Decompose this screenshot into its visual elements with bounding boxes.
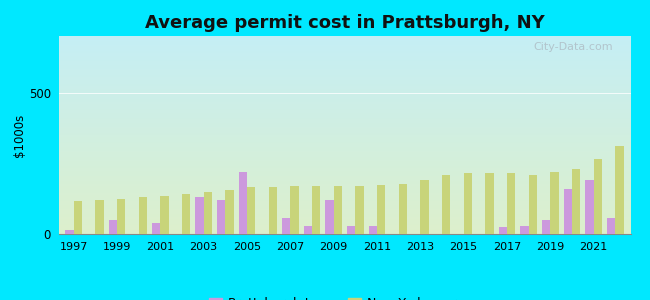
Y-axis label: $1000s: $1000s (13, 113, 26, 157)
Legend: Prattsburgh town, New York average: Prattsburgh town, New York average (204, 292, 485, 300)
Bar (268, 187, 277, 234)
Bar (398, 184, 407, 234)
Bar (96, 200, 103, 234)
Bar (586, 180, 593, 234)
Bar (73, 202, 82, 234)
Text: City-Data.com: City-Data.com (534, 42, 614, 52)
Bar (109, 220, 117, 234)
Bar (542, 220, 551, 234)
Bar (196, 197, 203, 234)
Bar (312, 187, 320, 234)
Bar (247, 187, 255, 234)
Bar (377, 184, 385, 234)
Bar (217, 200, 226, 234)
Bar (564, 189, 572, 234)
Bar (239, 172, 247, 234)
Bar (521, 226, 528, 234)
Bar (442, 175, 450, 234)
Bar (152, 223, 161, 234)
Bar (282, 218, 291, 234)
Bar (499, 227, 507, 234)
Bar (66, 230, 73, 234)
Bar (326, 200, 333, 234)
Bar (356, 187, 363, 234)
Bar (333, 187, 342, 234)
Bar (291, 187, 298, 234)
Bar (572, 169, 580, 234)
Bar (203, 192, 212, 234)
Bar (463, 173, 472, 234)
Title: Average permit cost in Prattsburgh, NY: Average permit cost in Prattsburgh, NY (144, 14, 545, 32)
Bar (226, 190, 233, 234)
Bar (117, 199, 125, 234)
Bar (369, 226, 377, 234)
Bar (161, 196, 168, 234)
Bar (421, 180, 428, 234)
Bar (138, 197, 147, 234)
Bar (486, 173, 493, 234)
Bar (593, 159, 602, 234)
Bar (528, 175, 537, 234)
Bar (616, 146, 623, 234)
Bar (182, 194, 190, 234)
Bar (304, 226, 312, 234)
Bar (347, 226, 356, 234)
Bar (607, 218, 616, 234)
Bar (507, 173, 515, 234)
Bar (551, 172, 558, 234)
